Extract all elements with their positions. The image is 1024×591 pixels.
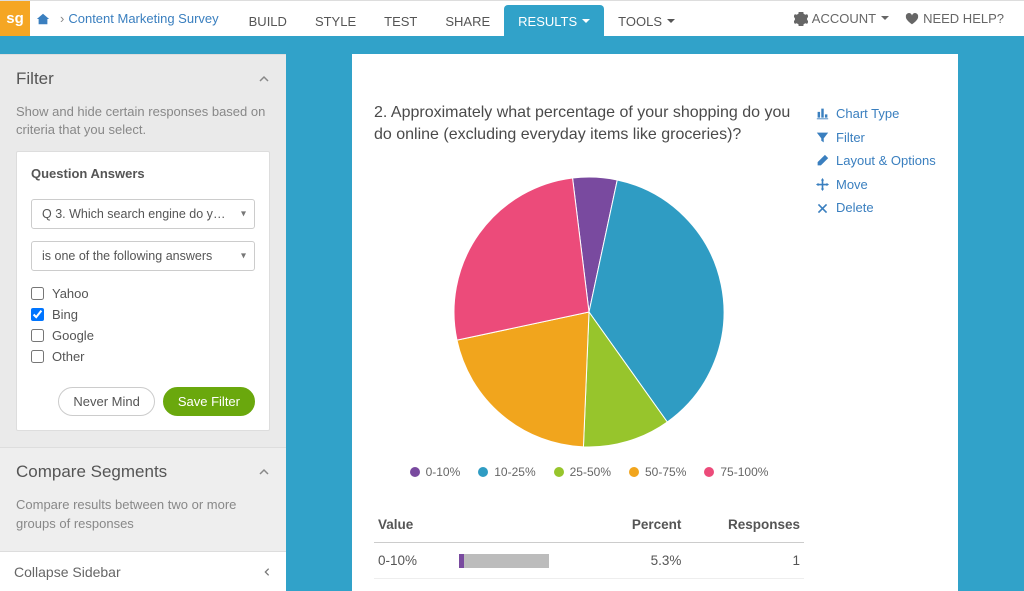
help-link[interactable]: NEED HELP?: [897, 11, 1012, 26]
chart-legend: 0-10% 10-25% 25-50% 50-75% 75-100%: [374, 465, 804, 479]
pie-slice: [454, 178, 589, 340]
legend-label: 25-50%: [570, 465, 611, 479]
tab-tools[interactable]: TOOLS: [604, 5, 689, 36]
legend-label: 0-10%: [426, 465, 461, 479]
option-google[interactable]: Google: [31, 325, 255, 346]
tab-build[interactable]: BUILD: [235, 5, 301, 36]
action-delete[interactable]: Delete: [816, 196, 936, 220]
legend-dot: [704, 467, 714, 477]
table-row: 10-25%36.8%7: [374, 579, 804, 591]
filter-hint: Show and hide certain responses based on…: [16, 103, 270, 139]
segments-panel-title: Compare Segments: [16, 462, 167, 482]
legend-item: 0-10%: [410, 465, 461, 479]
action-layout[interactable]: Layout & Options: [816, 149, 936, 173]
tab-test[interactable]: TEST: [370, 5, 431, 36]
delete-icon: [816, 202, 829, 215]
breadcrumb[interactable]: › Content Marketing Survey: [30, 1, 227, 36]
action-chart-type[interactable]: Chart Type: [816, 102, 936, 126]
action-move[interactable]: Move: [816, 173, 936, 197]
option-yahoo[interactable]: Yahoo: [31, 283, 255, 304]
segments-hint: Compare results between two or more grou…: [16, 496, 270, 532]
pie-chart: [454, 177, 724, 447]
th-value: Value: [374, 507, 455, 543]
heart-icon: [905, 12, 919, 26]
filter-panel-title: Filter: [16, 69, 54, 89]
account-link[interactable]: ACCOUNT: [786, 11, 897, 26]
tab-results[interactable]: RESULTS: [504, 5, 604, 36]
table-row: 0-10%5.3%1: [374, 542, 804, 578]
nav-tabs: BUILD STYLE TEST SHARE RESULTS TOOLS: [227, 1, 786, 36]
question-title: 2. Approximately what percentage of your…: [374, 102, 804, 147]
tab-share[interactable]: SHARE: [431, 5, 504, 36]
legend-dot: [478, 467, 488, 477]
segments-panel: Compare Segments Compare results between…: [0, 447, 286, 551]
question-actions: Chart Type Filter Layout & Options Move: [804, 102, 936, 591]
legend-item: 75-100%: [704, 465, 768, 479]
answer-options: Yahoo Bing Google Other: [31, 283, 255, 367]
content-area: 2. Approximately what percentage of your…: [286, 54, 1024, 591]
legend-item: 25-50%: [554, 465, 611, 479]
th-bar: [455, 507, 600, 543]
gear-icon: [794, 12, 808, 26]
th-responses: Responses: [685, 507, 804, 543]
legend-item: 50-75%: [629, 465, 686, 479]
tab-style[interactable]: STYLE: [301, 5, 370, 36]
chart-icon: [816, 107, 829, 120]
th-percent: Percent: [600, 507, 685, 543]
qa-title: Question Answers: [31, 166, 255, 181]
option-other[interactable]: Other: [31, 346, 255, 367]
sidebar: Filter Show and hide certain responses b…: [0, 54, 286, 591]
chevron-up-icon: [258, 466, 270, 478]
legend-label: 75-100%: [720, 465, 768, 479]
save-filter-button[interactable]: Save Filter: [163, 387, 255, 416]
legend-dot: [629, 467, 639, 477]
chevron-left-icon: [262, 567, 272, 577]
teal-band: [0, 36, 1024, 54]
brand-logo[interactable]: sg: [0, 1, 30, 36]
chevron-up-icon: [258, 73, 270, 85]
breadcrumb-title: Content Marketing Survey: [68, 11, 218, 26]
legend-item: 10-25%: [478, 465, 535, 479]
filter-icon: [816, 131, 829, 144]
data-table: Value Percent Responses 0-10%5.3%110-25%…: [374, 507, 804, 591]
cancel-button[interactable]: Never Mind: [58, 387, 154, 416]
collapse-sidebar[interactable]: Collapse Sidebar: [0, 551, 286, 591]
legend-dot: [410, 467, 420, 477]
home-icon: [36, 12, 50, 26]
match-select[interactable]: is one of the following answers: [31, 241, 255, 271]
question-select[interactable]: Q 3. Which search engine do you u: [31, 199, 255, 229]
legend-label: 50-75%: [645, 465, 686, 479]
legend-dot: [554, 467, 564, 477]
legend-label: 10-25%: [494, 465, 535, 479]
action-filter[interactable]: Filter: [816, 126, 936, 150]
filter-panel-header[interactable]: Filter: [0, 55, 286, 103]
top-nav: sg › Content Marketing Survey BUILD STYL…: [0, 0, 1024, 36]
option-bing[interactable]: Bing: [31, 304, 255, 325]
question-answers-box: Question Answers Q 3. Which search engin…: [16, 151, 270, 431]
pencil-icon: [816, 154, 829, 167]
move-icon: [816, 178, 829, 191]
filter-panel: Filter Show and hide certain responses b…: [0, 54, 286, 447]
question-card: 2. Approximately what percentage of your…: [352, 54, 958, 591]
breadcrumb-sep: ›: [60, 11, 64, 26]
segments-panel-header[interactable]: Compare Segments: [0, 448, 286, 496]
top-right: ACCOUNT NEED HELP?: [786, 1, 1024, 36]
